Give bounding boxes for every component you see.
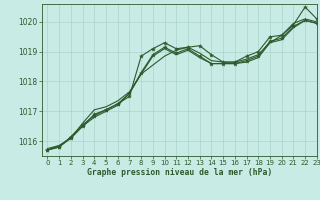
X-axis label: Graphe pression niveau de la mer (hPa): Graphe pression niveau de la mer (hPa): [87, 168, 272, 177]
